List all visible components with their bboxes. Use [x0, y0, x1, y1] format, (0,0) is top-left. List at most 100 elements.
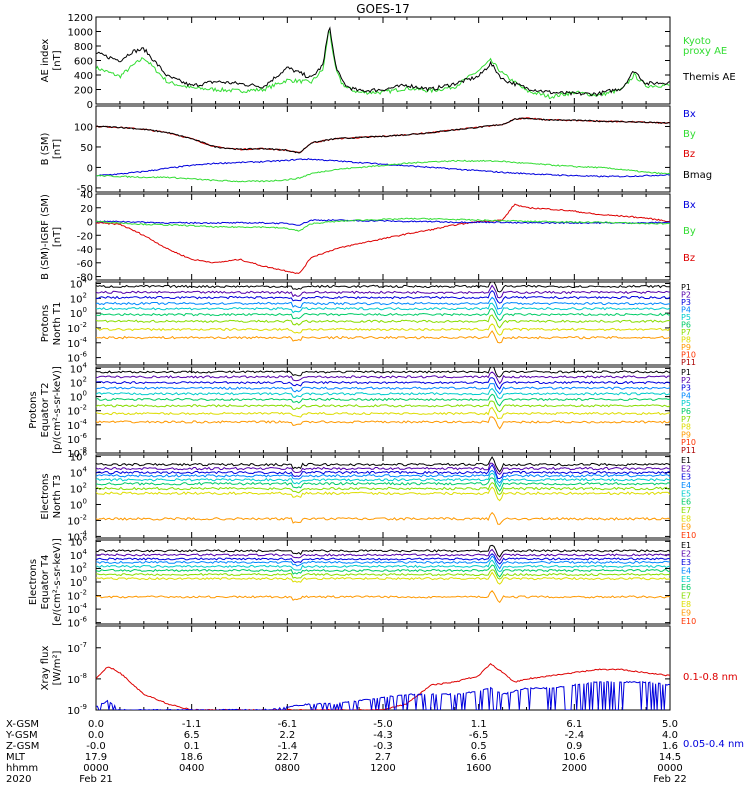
ytick-label: -20 [77, 231, 93, 242]
channel-label-e9: E9 [681, 523, 691, 532]
channel-p6 [96, 308, 670, 322]
channel-label-e9: E9 [681, 609, 691, 618]
chart-title: GOES-17 [356, 2, 410, 16]
channel-label-e2: E2 [681, 464, 691, 473]
ytick-label: 50 [80, 143, 93, 154]
xaxis-value: -6.5 [469, 730, 489, 741]
xaxis-value: 17.9 [85, 752, 107, 763]
channel-e3 [96, 553, 670, 565]
xaxis-value: -1.4 [278, 741, 298, 752]
ytick-label: 106 [70, 450, 88, 464]
channel-label-p2: P2 [681, 376, 691, 385]
channel-label-e3: E3 [681, 558, 691, 567]
xaxis-value: -0.3 [373, 741, 393, 752]
ytick-label: 0 [87, 163, 93, 174]
channel-e5 [96, 472, 670, 488]
ytick-label: 10-4 [67, 336, 87, 350]
ytick-label: 600 [74, 57, 93, 68]
xaxis-value: 10.6 [563, 752, 585, 763]
legend-entry: 0.05-0.4 nm [683, 739, 744, 750]
channel-label-p1: P1 [681, 283, 691, 292]
panel-ylabel: Equator T2 [40, 383, 51, 438]
ytick-label: 10-6 [67, 432, 87, 446]
channel-e7 [96, 569, 670, 580]
channel-p7 [96, 314, 670, 329]
xaxis-value: -5.0 [373, 719, 393, 730]
channel-e6 [96, 564, 670, 578]
channel-label-e3: E3 [681, 473, 691, 482]
channel-e4 [96, 555, 670, 570]
panel-electrons_t3: Electrons North T310610410210010-210-4E1E… [40, 450, 696, 544]
ytick-label: 104 [70, 548, 88, 562]
channel-label-p7: P7 [681, 328, 691, 337]
xaxis-value: 6.6 [471, 752, 487, 763]
panel-traces [96, 282, 670, 344]
channel-label-p5: P5 [681, 399, 691, 408]
panel-ylabel: [W/m²] [52, 650, 63, 685]
channel-label-e1: E1 [681, 541, 691, 550]
channel-e4 [96, 469, 670, 484]
channel-label-p5: P5 [681, 313, 691, 322]
channel-label-e10: E10 [681, 617, 696, 626]
panel-traces [96, 663, 670, 710]
xaxis-value: 0.0 [88, 730, 104, 741]
legend-entry: proxy AE [683, 46, 727, 57]
ytick-label: 102 [70, 482, 87, 496]
xaxis-value: 1.1 [471, 719, 487, 730]
xaxis-value: Feb 22 [653, 774, 687, 785]
legend-entry: Bz [683, 149, 695, 160]
channel-e2 [96, 462, 670, 476]
ytick-label: 104 [70, 361, 88, 375]
legend-entry: By [683, 129, 696, 140]
channel-p2 [96, 284, 670, 299]
channel-e7 [96, 481, 670, 496]
channel-p4 [96, 383, 670, 395]
ytick-label: 40 [80, 190, 93, 201]
ytick-label: 100 [74, 122, 93, 133]
xaxis-value: 0000 [83, 763, 108, 774]
xaxis-value: 1200 [370, 763, 395, 774]
channel-p6 [96, 393, 670, 407]
channel-p8 [96, 406, 670, 420]
xaxis-value: -1.1 [182, 719, 202, 730]
panel-traces [96, 367, 670, 430]
panel-ylabel: B (SM)-IGRF (SM) [40, 194, 51, 280]
panel-ylabel: North T3 [52, 475, 63, 519]
channel-p7 [96, 400, 670, 413]
ytick-label: 400 [74, 71, 93, 82]
ytick-label: 10-2 [67, 589, 87, 603]
legend-entry: Bx [683, 200, 696, 211]
panel-ylabel: [nT] [52, 139, 63, 159]
xaxis-row-label: 2020 [6, 774, 31, 785]
ytick-label: -80 [77, 273, 93, 284]
channel-label-p8: P8 [681, 336, 691, 345]
channel-e2 [96, 548, 670, 562]
channel-p4 [96, 296, 670, 310]
channel-label-p7: P7 [681, 415, 691, 424]
xaxis-value: -0.0 [86, 741, 106, 752]
xaxis-value: 0800 [275, 763, 300, 774]
ytick-label: 10-2 [67, 404, 87, 418]
ytick-label: 10-4 [67, 418, 87, 432]
xaxis-value: 0.9 [566, 741, 582, 752]
xaxis-row-label: hhmm [6, 763, 38, 774]
channel-label-e2: E2 [681, 549, 691, 558]
channel-label-p9: P9 [681, 343, 691, 352]
ytick-label: 20 [80, 204, 93, 215]
panel-protons_t1: Protons North T110410210010-210-410-6P1P2… [40, 276, 696, 367]
xaxis-value: 2000 [562, 763, 587, 774]
panel-traces [96, 544, 670, 604]
channel-label-e6: E6 [681, 583, 691, 592]
panel-frame [95, 366, 671, 454]
panel-ylabel: Electrons [28, 559, 39, 605]
panel-ylabel: [nT] [52, 227, 63, 247]
xaxis-value: 0.0 [88, 719, 104, 730]
panel-ylabel: Xray flux [40, 646, 51, 691]
xaxis-row-label: MLT [6, 752, 26, 763]
channel-p9 [96, 330, 670, 344]
xaxis-value: 0000 [657, 763, 682, 774]
channel-label-e5: E5 [681, 575, 691, 584]
panel-ylabel: Electrons [40, 473, 51, 519]
xaxis-value: 2.7 [375, 752, 391, 763]
